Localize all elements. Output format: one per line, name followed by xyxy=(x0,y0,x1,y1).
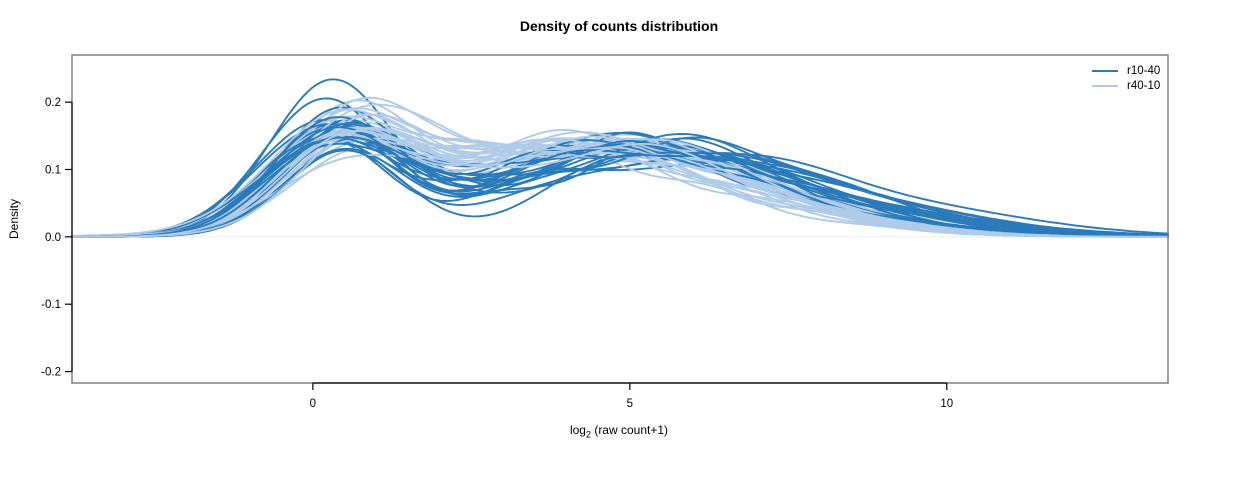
x-tick-label: 10 xyxy=(940,398,953,410)
legend-line-r10-40-icon xyxy=(1092,70,1118,72)
y-tick-label: 0.1 xyxy=(45,164,61,176)
chart-title: Density of counts distribution xyxy=(519,18,719,34)
legend-item-r40-10: r40-10 xyxy=(1092,79,1160,93)
x-axis-label-main: log xyxy=(569,423,586,437)
y-tick-label: -0.2 xyxy=(41,367,61,379)
y-tick-label: 0.0 xyxy=(45,232,61,244)
y-tick-label: 0.2 xyxy=(45,97,61,109)
legend-label-r10-40: r10-40 xyxy=(1127,65,1161,77)
density-curve-r10-40 xyxy=(71,126,1169,238)
x-tick-label: 5 xyxy=(627,398,633,410)
density-curve-r40-10 xyxy=(71,108,1169,238)
x-tick-label: 0 xyxy=(310,398,316,410)
density-curve-r10-40 xyxy=(71,136,1169,238)
density-curve-r40-10 xyxy=(71,129,1169,238)
x-axis-label-rest: (raw count+1) xyxy=(590,423,669,437)
x-axis-label-subscript: 2 xyxy=(585,429,591,440)
legend: r10-40 r40-10 xyxy=(1092,64,1160,93)
legend-label-r40-10: r40-10 xyxy=(1127,80,1161,92)
legend-item-r10-40: r10-40 xyxy=(1092,64,1160,78)
legend-line-r40-10-icon xyxy=(1092,85,1118,87)
density-curve-r10-40 xyxy=(71,136,1169,238)
y-tick-label: -0.1 xyxy=(41,299,61,311)
x-axis-label: log2 (raw count+1) xyxy=(0,423,1238,439)
